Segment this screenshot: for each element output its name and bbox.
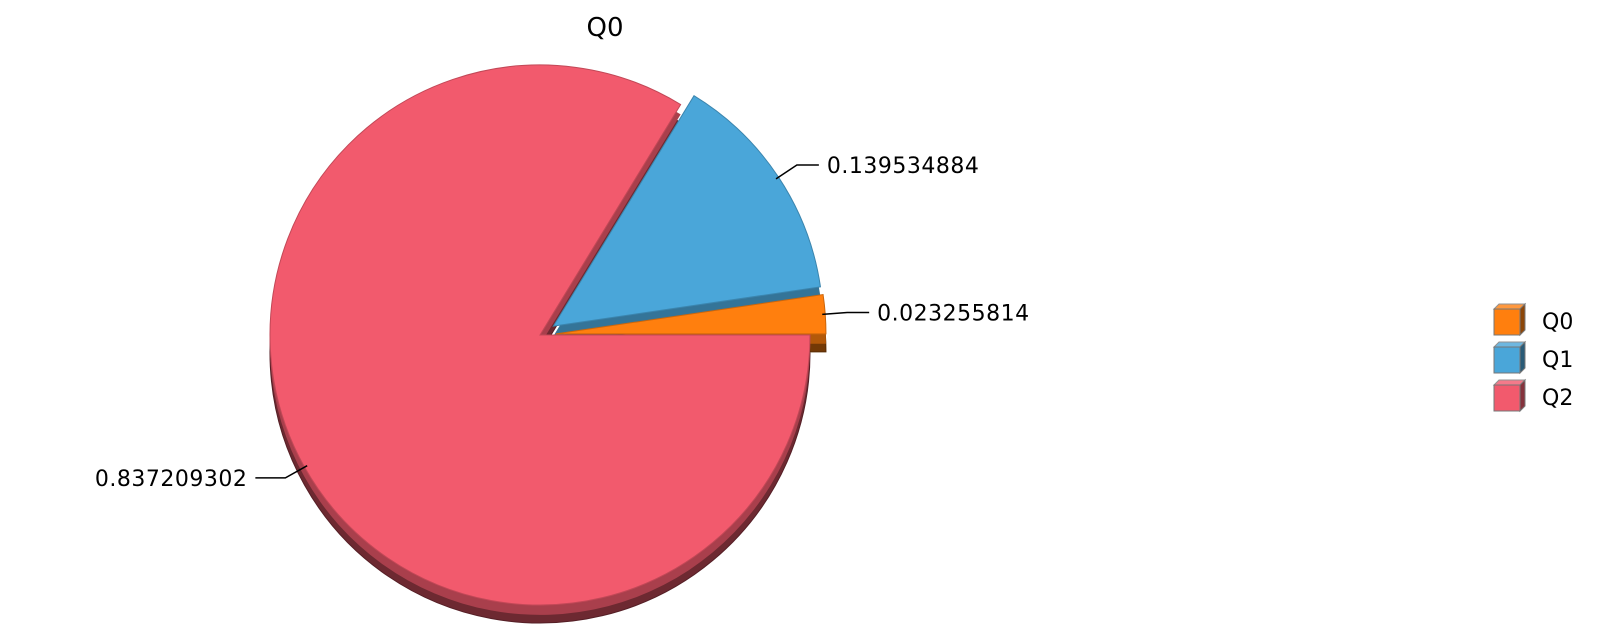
legend-label: Q2 bbox=[1542, 386, 1573, 411]
data-labels: 0.023255814 0.139534884 0.837209302 bbox=[95, 154, 1029, 492]
legend-label: Q1 bbox=[1542, 348, 1573, 373]
legend-label: Q0 bbox=[1542, 310, 1573, 335]
leader-line-q2 bbox=[255, 465, 308, 479]
legend: Q0 Q1 Q2 bbox=[1492, 302, 1573, 413]
leader-line-q0 bbox=[822, 311, 870, 316]
pie-slices bbox=[269, 64, 827, 606]
legend-swatch-side bbox=[1519, 340, 1526, 375]
legend-swatch bbox=[1493, 308, 1521, 336]
legend-item-q0[interactable]: Q0 bbox=[1492, 302, 1573, 337]
data-label-q2: 0.837209302 bbox=[95, 467, 247, 492]
legend-swatch-side bbox=[1519, 378, 1526, 413]
legend-swatch bbox=[1493, 384, 1521, 412]
legend-item-q1[interactable]: Q1 bbox=[1492, 340, 1573, 375]
data-label-q0: 0.023255814 bbox=[877, 302, 1029, 327]
legend-item-q2[interactable]: Q2 bbox=[1492, 378, 1573, 413]
data-label-q1: 0.139534884 bbox=[827, 154, 979, 179]
chart-title: Q0 bbox=[586, 13, 623, 43]
legend-swatch-side bbox=[1519, 302, 1526, 337]
legend-swatch bbox=[1493, 346, 1521, 374]
leader-line-q1 bbox=[775, 164, 819, 180]
